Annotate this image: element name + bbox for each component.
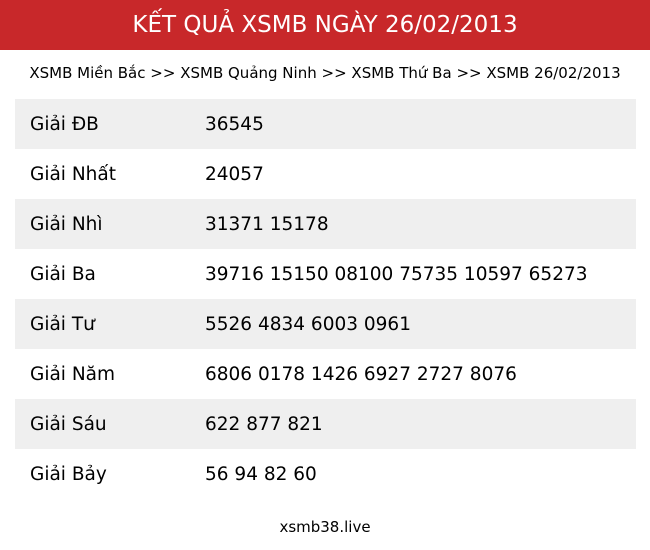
table-row: Giải Nhì 31371 15178: [15, 199, 636, 249]
footer-site-name: xsmb38.live: [279, 518, 371, 536]
results-table: Giải ĐB 36545 Giải Nhất 24057 Giải Nhì 3137…: [15, 99, 636, 499]
breadcrumb-mien-bac[interactable]: XSMB Miền Bắc: [29, 64, 146, 82]
prize-label: Giải ĐB: [30, 113, 99, 135]
prize-numbers: 31371 15178: [205, 213, 329, 235]
breadcrumb-thu-ba[interactable]: XSMB Thứ Ba: [351, 64, 452, 82]
prize-numbers: 39716 15150 08100 75735 10597 65273: [205, 263, 588, 285]
table-row: Giải Sáu 622 877 821: [15, 399, 636, 449]
prize-numbers: 622 877 821: [205, 413, 323, 435]
table-row: Giải Ba 39716 15150 08100 75735 10597 652…: [15, 249, 636, 299]
breadcrumb-date[interactable]: XSMB 26/02/2013: [486, 64, 621, 82]
breadcrumb-quang-ninh[interactable]: XSMB Quảng Ninh: [180, 64, 317, 82]
table-row: Giải Nhất 24057: [15, 149, 636, 199]
prize-numbers: 5526 4834 6003 0961: [205, 313, 411, 335]
prize-label: Giải Sáu: [30, 413, 107, 435]
table-row: Giải Tư 5526 4834 6003 0961: [15, 299, 636, 349]
prize-label: Giải Nhất: [30, 163, 116, 185]
prize-label: Giải Tư: [30, 313, 95, 335]
page-title: KẾT QUẢ XSMB NGÀY 26/02/2013: [132, 12, 518, 38]
prize-label: Giải Ba: [30, 263, 96, 285]
table-row: Giải Bảy 56 94 82 60: [15, 449, 636, 499]
prize-numbers: 6806 0178 1426 6927 2727 8076: [205, 363, 517, 385]
breadcrumb-separator: >>: [150, 64, 176, 82]
page-header: KẾT QUẢ XSMB NGÀY 26/02/2013: [0, 0, 650, 50]
prize-label: Giải Nhì: [30, 213, 103, 235]
prize-numbers: 56 94 82 60: [205, 463, 317, 485]
breadcrumb: XSMB Miền Bắc >> XSMB Quảng Ninh >> XSMB…: [0, 64, 650, 82]
table-row: Giải Năm 6806 0178 1426 6927 2727 8076: [15, 349, 636, 399]
prize-label: Giải Bảy: [30, 463, 107, 485]
prize-numbers: 24057: [205, 163, 264, 185]
table-row: Giải ĐB 36545: [15, 99, 636, 149]
prize-label: Giải Năm: [30, 363, 116, 385]
prize-numbers: 36545: [205, 113, 264, 135]
breadcrumb-separator: >>: [456, 64, 482, 82]
breadcrumb-separator: >>: [321, 64, 347, 82]
